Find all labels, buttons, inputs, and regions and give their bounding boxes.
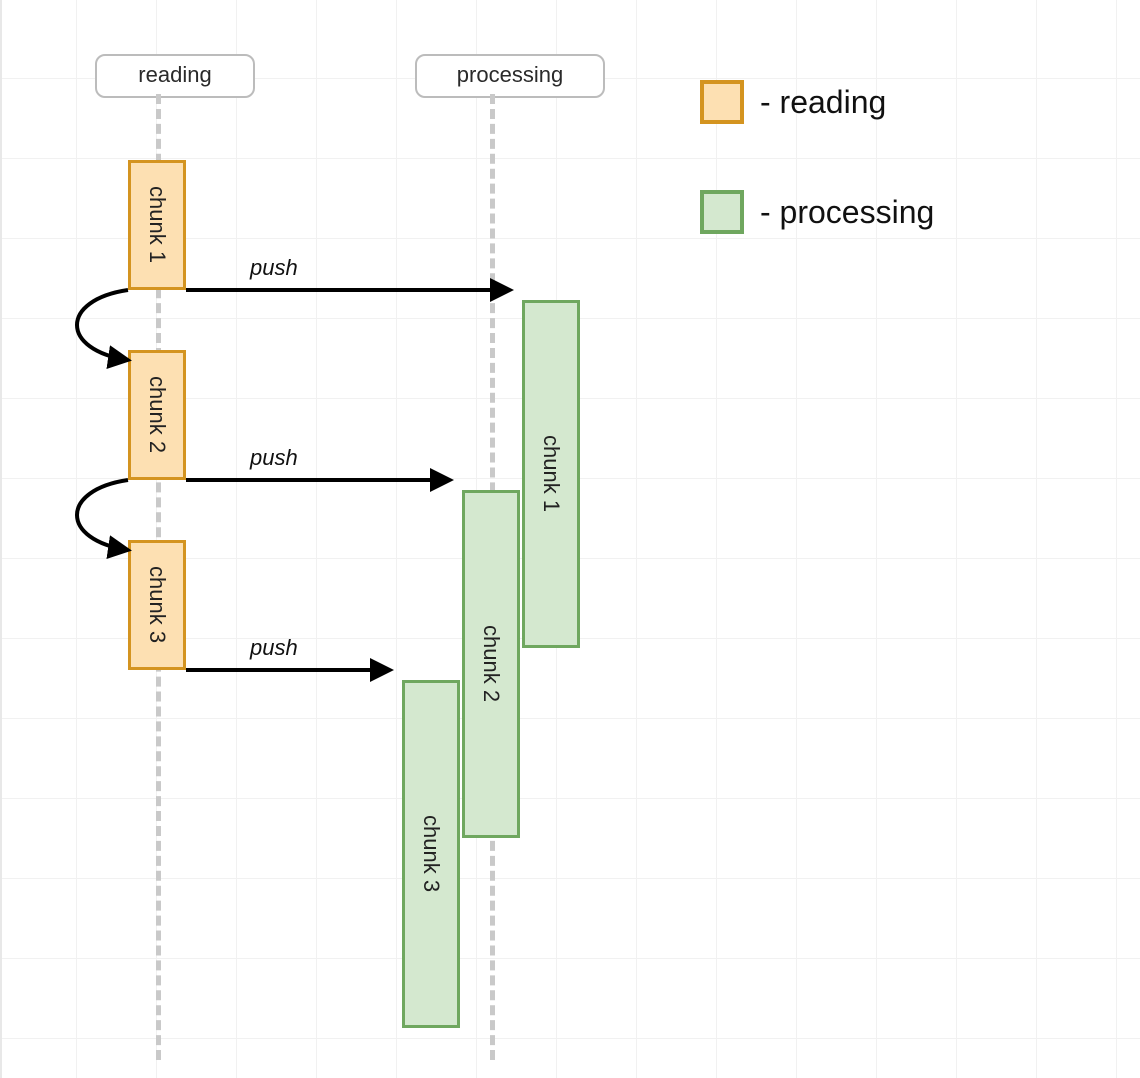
lane-header-reading-label: reading (138, 62, 211, 87)
processing-chunk-2: chunk 2 (462, 490, 520, 838)
legend-text-reading: - reading (760, 84, 886, 121)
push-label-3: push (250, 635, 298, 661)
legend-swatch-reading (700, 80, 744, 124)
lane-header-processing: processing (415, 54, 605, 98)
lane-header-reading: reading (95, 54, 255, 98)
processing-chunk-3-label: chunk 3 (418, 815, 444, 892)
reading-chunk-2-label: chunk 2 (144, 376, 170, 453)
processing-chunk-2-label: chunk 2 (478, 625, 504, 702)
reading-chunk-2: chunk 2 (128, 350, 186, 480)
reading-chunk-3: chunk 3 (128, 540, 186, 670)
processing-chunk-3: chunk 3 (402, 680, 460, 1028)
processing-chunk-1-label: chunk 1 (538, 435, 564, 512)
reading-chunk-1-label: chunk 1 (144, 186, 170, 263)
legend-swatch-processing (700, 190, 744, 234)
diagram-canvas: reading processing chunk 1 chunk 2 chunk… (0, 0, 1140, 1078)
push-label-2: push (250, 445, 298, 471)
legend-text-processing: - processing (760, 194, 934, 231)
reading-chunk-3-label: chunk 3 (144, 566, 170, 643)
push-label-1: push (250, 255, 298, 281)
left-border (0, 0, 2, 1078)
processing-chunk-1: chunk 1 (522, 300, 580, 648)
lane-header-processing-label: processing (457, 62, 563, 87)
reading-chunk-1: chunk 1 (128, 160, 186, 290)
